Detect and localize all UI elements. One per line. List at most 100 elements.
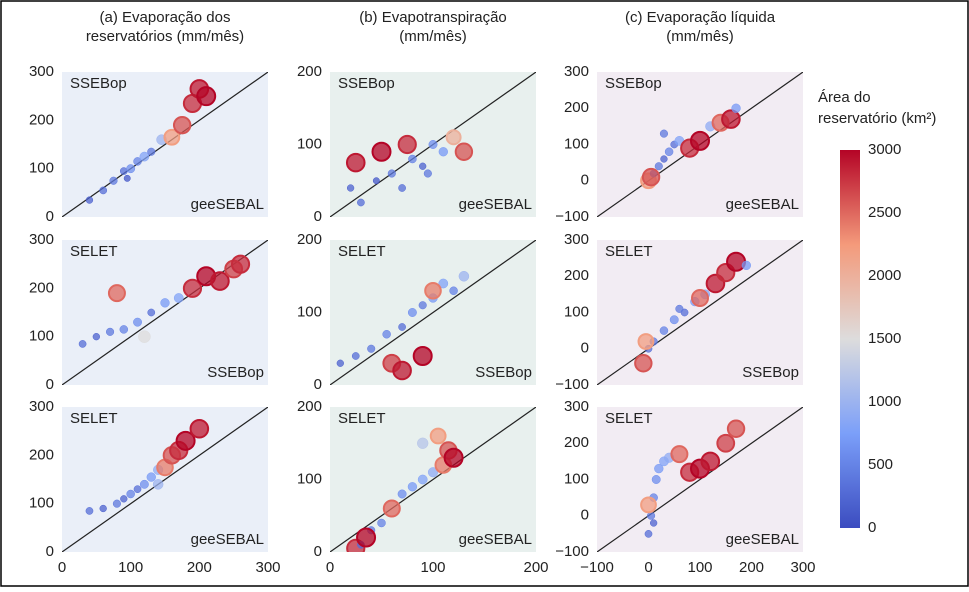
y-tick-label: 100 [564, 135, 589, 152]
y-tick-label: 200 [29, 446, 54, 463]
point [675, 304, 684, 313]
point [398, 323, 406, 331]
y-tick-label: 0 [581, 507, 589, 524]
point [700, 451, 721, 472]
panel-label: geeSEBAL [191, 196, 264, 213]
point [126, 489, 135, 499]
point [721, 109, 741, 129]
x-tick-label: 300 [255, 559, 280, 576]
point [419, 162, 427, 170]
panel-label: geeSEBAL [459, 531, 532, 548]
panel-label: geeSEBAL [459, 196, 532, 213]
y-tick-label: 300 [564, 398, 589, 415]
point [189, 418, 210, 439]
point [85, 196, 94, 204]
point [726, 251, 747, 272]
point [133, 157, 142, 166]
y-tick-label: 300 [564, 231, 589, 248]
column-title: (mm/mês) [666, 28, 734, 45]
point [147, 308, 156, 317]
point [417, 437, 429, 449]
point [120, 495, 128, 503]
panel-label: SELET [70, 243, 118, 260]
point [382, 330, 391, 339]
point [372, 177, 380, 185]
panel [62, 72, 268, 217]
y-tick-label: 100 [29, 160, 54, 177]
point [664, 147, 674, 156]
panel-label: SSEBop [475, 364, 532, 381]
colorbar-title: reservatório (km²) [818, 110, 936, 127]
x-tick-label: −100 [580, 559, 614, 576]
point [731, 103, 741, 113]
point [371, 141, 392, 162]
y-tick-label: 0 [581, 340, 589, 357]
y-tick-label: 200 [297, 63, 322, 80]
point [126, 164, 136, 174]
panel [597, 240, 803, 385]
point [654, 162, 663, 171]
x-tick-label: 100 [420, 559, 445, 576]
point [172, 115, 192, 135]
column-title: (b) Evapotranspiração [359, 9, 507, 26]
point [182, 278, 203, 298]
point [670, 445, 689, 464]
y-tick-label: 100 [564, 470, 589, 487]
panel-label: SSEBop [338, 75, 395, 92]
panel-label: SELET [605, 410, 653, 427]
panel [330, 407, 536, 552]
point [438, 278, 449, 289]
point [669, 315, 679, 325]
panel-label: geeSEBAL [191, 531, 264, 548]
y-tick-label: 0 [314, 376, 322, 393]
y-tick-label: 0 [581, 172, 589, 189]
colorbar-tick-label: 3000 [868, 141, 901, 158]
point [377, 518, 386, 528]
point [336, 359, 344, 367]
point [407, 308, 417, 317]
point [660, 155, 668, 163]
point [173, 293, 184, 303]
y-tick-label: 200 [564, 434, 589, 451]
point [210, 271, 230, 291]
x-tick-label: 0 [644, 559, 652, 576]
point [356, 527, 377, 548]
point [726, 419, 746, 438]
point [407, 482, 418, 492]
panel-label: SELET [338, 410, 386, 427]
point [367, 344, 376, 353]
y-tick-label: 0 [46, 376, 54, 393]
point [138, 330, 151, 343]
point [438, 147, 448, 157]
point [423, 169, 432, 178]
point [449, 286, 458, 295]
identity-line [597, 407, 803, 552]
point [346, 184, 355, 192]
panel-label: SELET [70, 410, 118, 427]
point [139, 479, 149, 489]
point [112, 499, 121, 508]
point [139, 151, 150, 162]
colorbar-tick-label: 1500 [868, 330, 901, 347]
point [99, 504, 107, 513]
identity-line [62, 407, 268, 552]
point [443, 447, 464, 468]
point [357, 198, 365, 207]
y-tick-label: 0 [46, 543, 54, 560]
y-tick-label: 100 [297, 135, 322, 152]
point [163, 128, 181, 146]
point [78, 340, 87, 348]
panel [62, 240, 268, 385]
point [196, 86, 217, 107]
x-tick-label: 0 [326, 559, 334, 576]
point [152, 479, 164, 490]
panel [597, 407, 803, 552]
panel-label: SELET [605, 243, 653, 260]
column-title: (c) Evaporação líquida [625, 9, 776, 26]
point [654, 463, 664, 474]
point [92, 333, 100, 341]
y-tick-label: 200 [297, 398, 322, 415]
point [85, 507, 94, 515]
